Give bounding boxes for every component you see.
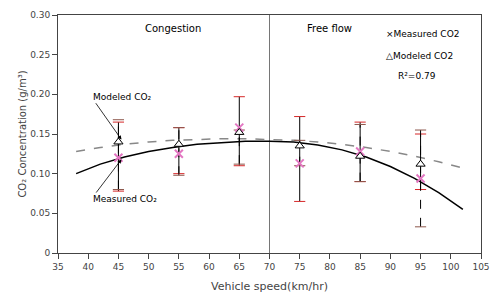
svg-text:100: 100 <box>442 262 459 272</box>
svg-text:0.30: 0.30 <box>30 10 50 20</box>
svg-text:95: 95 <box>415 262 426 272</box>
svg-text:0.20: 0.20 <box>30 89 50 99</box>
svg-text:0.15: 0.15 <box>30 129 50 139</box>
svg-text:55: 55 <box>173 262 184 272</box>
svg-text:105: 105 <box>472 262 489 272</box>
svg-text:80: 80 <box>324 262 336 272</box>
svg-text:△Modeled CO2: △Modeled CO2 <box>386 51 453 61</box>
svg-text:Vehicle speed(km/hr): Vehicle speed(km/hr) <box>211 280 328 293</box>
svg-text:×Measured CO2: ×Measured CO2 <box>386 29 459 39</box>
svg-text:75: 75 <box>294 262 305 272</box>
svg-text:70: 70 <box>264 262 276 272</box>
svg-text:0: 0 <box>44 248 50 258</box>
svg-text:50: 50 <box>143 262 155 272</box>
svg-text:85: 85 <box>354 262 365 272</box>
svg-text:0.10: 0.10 <box>30 169 50 179</box>
svg-text:Free flow: Free flow <box>307 23 352 34</box>
svg-text:Measured CO₂: Measured CO₂ <box>93 194 157 204</box>
svg-text:0.05: 0.05 <box>30 208 50 218</box>
svg-text:65: 65 <box>234 262 245 272</box>
svg-text:90: 90 <box>385 262 397 272</box>
svg-text:CO₂ Concentration (g/m³): CO₂ Concentration (g/m³) <box>17 70 28 197</box>
svg-text:40: 40 <box>82 262 94 272</box>
svg-text:Congestion: Congestion <box>145 23 201 34</box>
svg-text:60: 60 <box>203 262 215 272</box>
svg-text:R²=0.79: R²=0.79 <box>398 71 436 81</box>
svg-text:Modeled CO₂: Modeled CO₂ <box>93 92 152 102</box>
svg-text:0.25: 0.25 <box>30 50 50 60</box>
svg-text:35: 35 <box>52 262 63 272</box>
svg-text:45: 45 <box>113 262 124 272</box>
